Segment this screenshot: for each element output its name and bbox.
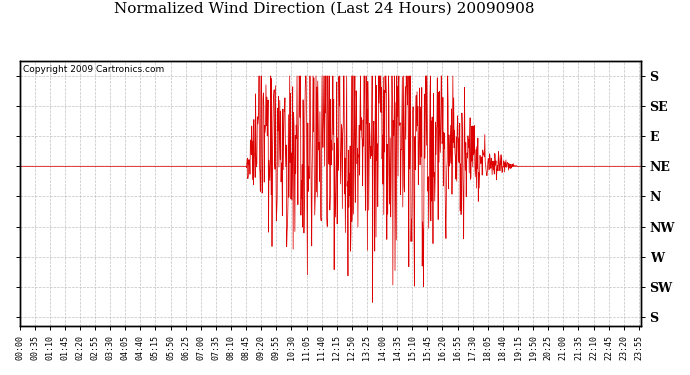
Text: Copyright 2009 Cartronics.com: Copyright 2009 Cartronics.com	[23, 65, 164, 74]
Text: Normalized Wind Direction (Last 24 Hours) 20090908: Normalized Wind Direction (Last 24 Hours…	[114, 2, 535, 16]
